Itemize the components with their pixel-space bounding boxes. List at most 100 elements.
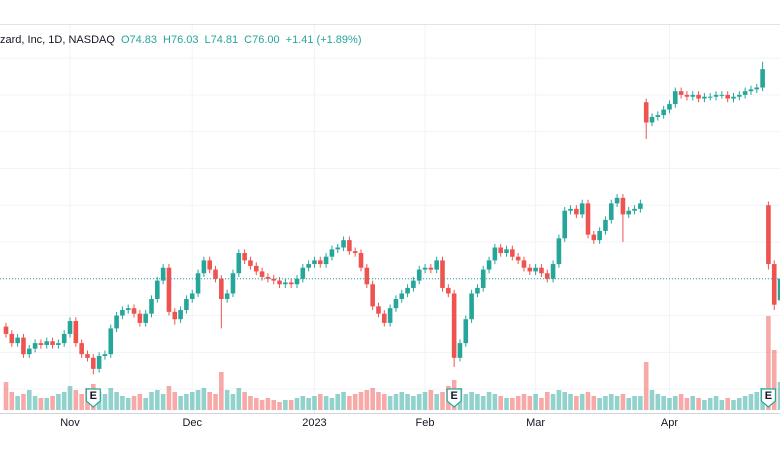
ohlc-high: H76.03 [163, 34, 198, 46]
volume-bar [556, 390, 562, 410]
candle-body [288, 282, 294, 285]
volume-bar [591, 396, 597, 410]
candle-body [79, 343, 84, 355]
earnings-label: E [765, 390, 772, 402]
candle-body [486, 260, 492, 270]
volume-bar [574, 396, 579, 410]
candle-body [673, 91, 678, 105]
candle-body [550, 264, 556, 279]
candle-body [120, 310, 125, 316]
candle-body [294, 278, 300, 285]
volume-bar [405, 394, 410, 410]
candle-body [312, 260, 317, 265]
volume-bar [626, 398, 632, 410]
candle-body [195, 273, 201, 294]
volume-bar [271, 400, 277, 410]
candle-body [352, 251, 358, 254]
x-tick-label: Dec [182, 417, 202, 429]
volume-bar [539, 398, 544, 410]
volume-bar [67, 386, 73, 410]
candle-body [422, 267, 428, 270]
volume-bar [288, 400, 294, 410]
candle-body [56, 343, 61, 345]
candle-body [527, 267, 533, 272]
candle-body [335, 247, 341, 250]
candle-body [667, 104, 672, 110]
volume-bar [655, 394, 661, 410]
candle-body [504, 249, 509, 254]
candle-body [114, 315, 119, 329]
volume-bar [521, 394, 527, 410]
volume-bar [50, 396, 55, 410]
volume-bar [213, 394, 218, 410]
candle-body [370, 284, 375, 307]
volume-bar [742, 396, 748, 410]
volume-bar [440, 392, 445, 410]
volume-bar [149, 392, 154, 410]
volume-bar [725, 398, 730, 410]
volume-bar [428, 390, 434, 410]
volume-bar [277, 402, 282, 410]
candle-body [702, 96, 707, 99]
candle-body [539, 267, 544, 274]
candle-body [306, 264, 311, 268]
candle-body [737, 94, 742, 97]
volume-bar [678, 394, 684, 410]
candle-body [131, 308, 137, 314]
volume-bar [597, 398, 602, 410]
candle-body [515, 256, 521, 261]
volume-bar [341, 392, 346, 410]
volume-bar [690, 396, 696, 410]
volume-bar [550, 394, 556, 410]
candle-body [562, 210, 568, 239]
candle-body [533, 267, 538, 272]
candle-body [725, 94, 730, 99]
volume-bar [707, 398, 713, 410]
x-tick-label: Apr [661, 417, 678, 429]
candle-body [38, 343, 44, 345]
candle-body [341, 240, 346, 248]
volume-bar [178, 396, 183, 410]
candle-body [387, 308, 393, 323]
candle-body [696, 94, 701, 99]
volume-bar [253, 398, 259, 410]
candle-body [771, 264, 777, 305]
volume-bar [73, 390, 79, 410]
candle-body [754, 87, 760, 90]
volume-bar [189, 392, 195, 410]
candle-body [329, 249, 335, 257]
volume-bar [21, 394, 26, 410]
candle-body [405, 287, 410, 294]
volume-bar [44, 398, 50, 410]
candle-body [155, 280, 160, 299]
volume-bar [61, 392, 67, 410]
candle-body [626, 210, 632, 215]
volume-bar [382, 394, 387, 410]
volume-bar [527, 396, 533, 410]
earnings-marker [85, 388, 101, 408]
volume-bar [79, 394, 84, 410]
candle-body [178, 310, 183, 320]
volume-bar [416, 394, 422, 410]
candle-body [760, 69, 765, 88]
candle-body [166, 267, 172, 312]
volume-bar [317, 394, 323, 410]
candle-body [766, 205, 771, 265]
candle-body [451, 293, 457, 358]
candle-body [731, 96, 736, 99]
volume-bar [585, 392, 591, 410]
ohlc-open: O74.83 [121, 34, 157, 46]
volume-bar [434, 394, 439, 410]
candle-body [300, 267, 306, 279]
candle-body [224, 293, 230, 299]
x-tick-label: Feb [416, 417, 435, 429]
x-tick-label: Mar [526, 417, 545, 429]
candle-body [108, 328, 114, 355]
candle-body [719, 94, 725, 96]
volume-bar [323, 396, 329, 410]
volume-bar [9, 392, 15, 410]
candle-body [713, 94, 719, 97]
candle-body [742, 91, 748, 95]
candle-body [638, 203, 643, 209]
